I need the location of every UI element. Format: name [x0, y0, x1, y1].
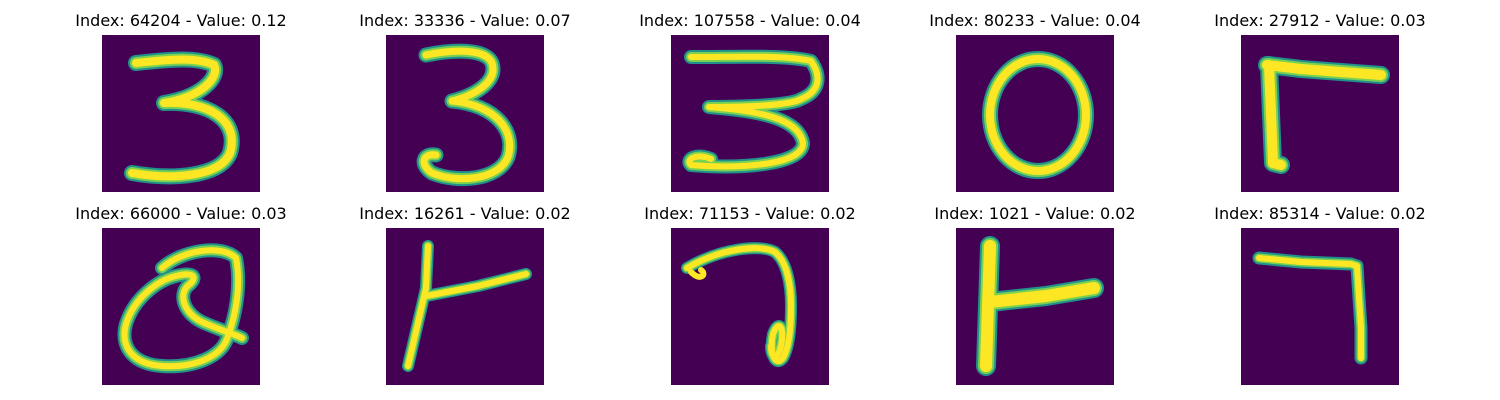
digit-image	[1241, 228, 1399, 385]
panel-caption: Index: 66000 - Value: 0.03	[75, 204, 287, 223]
digit-q-drawing	[117, 243, 249, 374]
digit-3-drawing	[416, 43, 518, 187]
panel-1: Index: 64204 - Value: 0.12	[61, 11, 301, 201]
digit-1-drawing	[976, 236, 1104, 376]
digit-image	[1241, 35, 1399, 192]
digit-1-drawing	[402, 240, 532, 372]
digit-image	[956, 228, 1114, 385]
digit-image	[386, 35, 544, 192]
digit-7-drawing	[1252, 251, 1368, 365]
panel-2: Index: 33336 - Value: 0.07	[345, 11, 585, 201]
digit-7-drawing	[1258, 56, 1390, 174]
digit-image	[102, 35, 260, 192]
panel-9: Index: 1021 - Value: 0.02	[915, 204, 1155, 394]
panel-8: Index: 71153 - Value: 0.02	[630, 204, 870, 394]
digit-7-drawing	[681, 242, 797, 367]
panel-caption: Index: 80233 - Value: 0.04	[929, 11, 1141, 30]
panel-5: Index: 27912 - Value: 0.03	[1200, 11, 1440, 201]
panel-caption: Index: 1021 - Value: 0.02	[934, 204, 1136, 223]
panel-caption: Index: 71153 - Value: 0.02	[644, 204, 856, 223]
panel-caption: Index: 64204 - Value: 0.12	[75, 11, 287, 30]
panel-4: Index: 80233 - Value: 0.04	[915, 11, 1155, 201]
digit-image	[102, 228, 260, 385]
digit-image	[386, 228, 544, 385]
panel-caption: Index: 107558 - Value: 0.04	[639, 11, 861, 30]
digit-3-drawing	[124, 51, 240, 185]
panel-3: Index: 107558 - Value: 0.04	[630, 11, 870, 201]
digit-0-drawing	[982, 51, 1094, 179]
digit-image	[671, 35, 829, 192]
digit-3-drawing	[682, 49, 825, 174]
panel-caption: Index: 85314 - Value: 0.02	[1214, 204, 1426, 223]
panel-caption: Index: 33336 - Value: 0.07	[359, 11, 571, 30]
panel-caption: Index: 27912 - Value: 0.03	[1214, 11, 1426, 30]
panel-7: Index: 16261 - Value: 0.02	[345, 204, 585, 394]
digit-image	[956, 35, 1114, 192]
digit-image	[671, 228, 829, 385]
panel-caption: Index: 16261 - Value: 0.02	[359, 204, 571, 223]
panel-10: Index: 85314 - Value: 0.02	[1200, 204, 1440, 394]
panel-6: Index: 66000 - Value: 0.03	[61, 204, 301, 394]
